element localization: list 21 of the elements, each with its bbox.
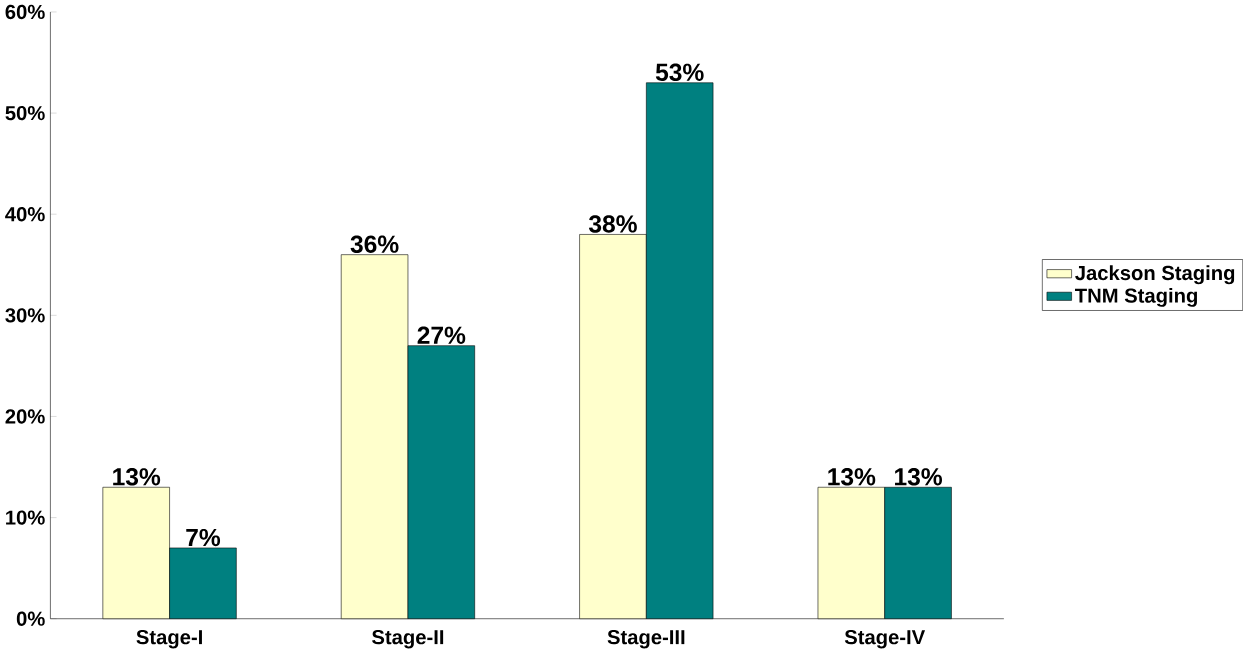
legend-label: Jackson Staging bbox=[1075, 265, 1235, 285]
y-tick-label: 0% bbox=[16, 611, 45, 626]
y-tick-label: 30% bbox=[5, 308, 45, 323]
y-tick-label: 40% bbox=[5, 206, 45, 222]
data-label: 13% bbox=[895, 467, 942, 486]
y-tick-label: 20% bbox=[5, 409, 45, 424]
x-tick-label: Stage-I bbox=[136, 629, 202, 649]
data-label: 27% bbox=[417, 326, 466, 344]
x-tick-label: Stage-III bbox=[607, 629, 685, 649]
y-tick-label: 50% bbox=[5, 105, 45, 121]
x-tick-label: Stage-IV bbox=[844, 629, 926, 649]
data-label: 53% bbox=[655, 63, 704, 81]
data-label: 36% bbox=[350, 235, 399, 253]
data-label: 13% bbox=[828, 467, 876, 486]
y-tick-label: 60% bbox=[5, 4, 45, 20]
y-tick-label: 10% bbox=[6, 510, 45, 525]
legend-label: TNM Staging bbox=[1075, 287, 1198, 307]
data-label: 38% bbox=[588, 215, 637, 233]
x-tick-label: Stage-II bbox=[372, 629, 444, 649]
data-label: 7% bbox=[186, 528, 221, 547]
data-label: 13% bbox=[113, 467, 161, 486]
